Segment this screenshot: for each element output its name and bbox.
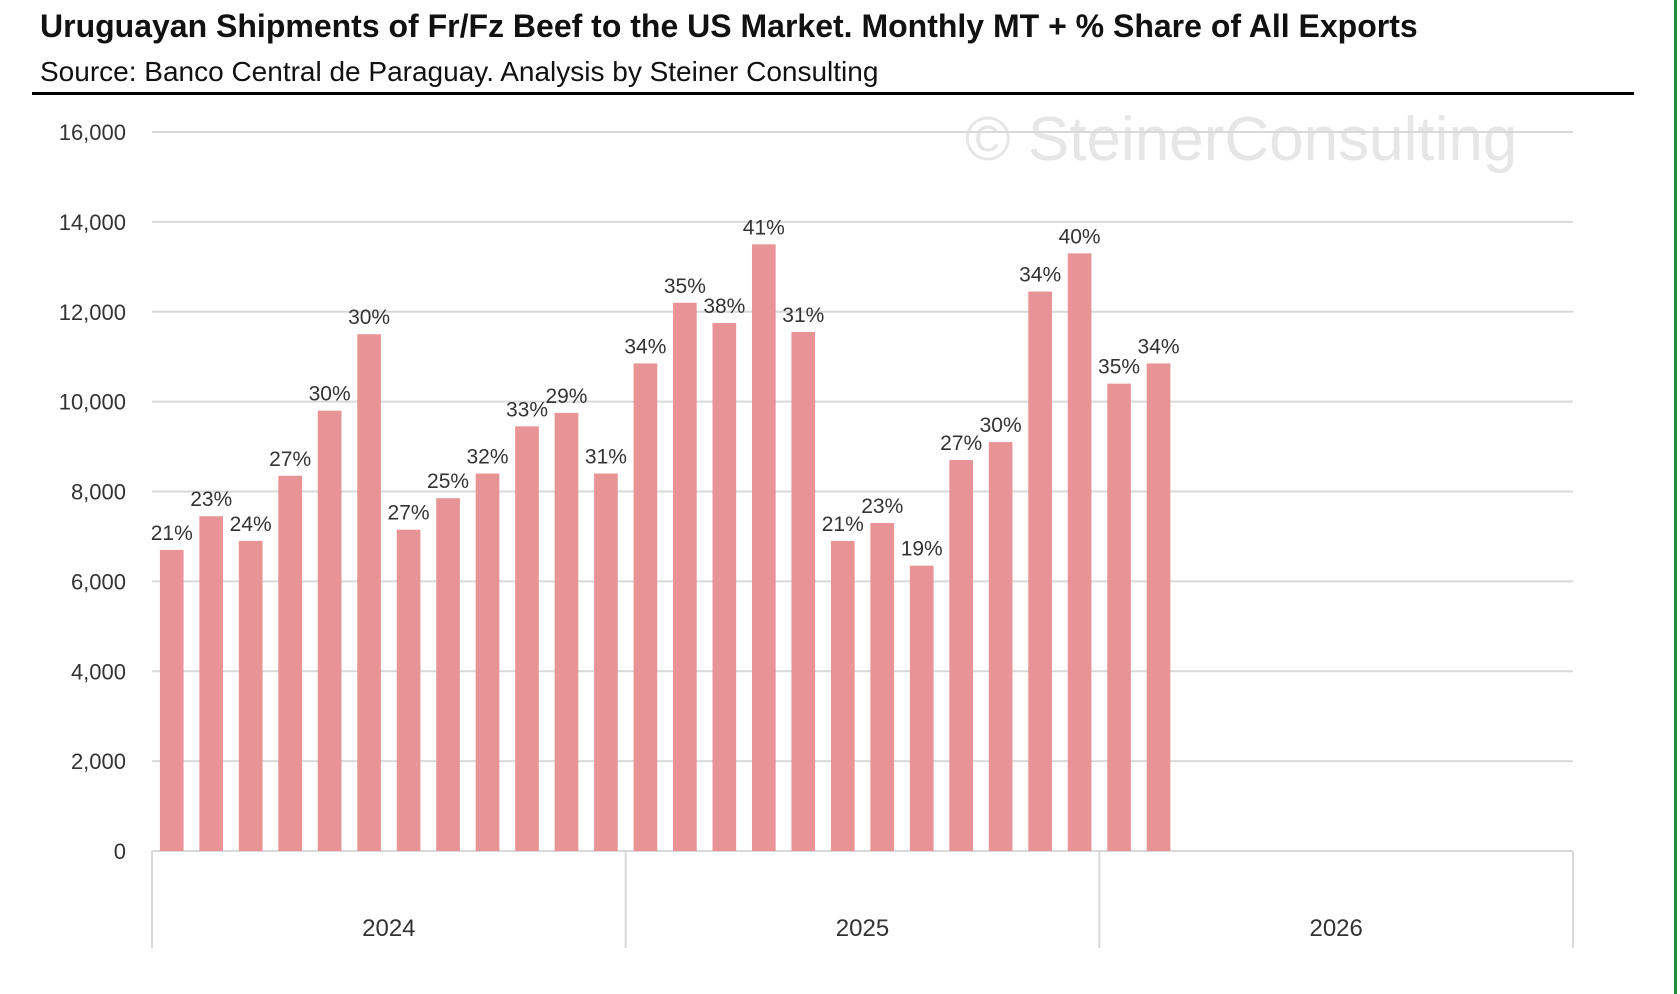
bar <box>515 426 539 851</box>
chart-subtitle: Source: Banco Central de Paraguay. Analy… <box>40 56 879 87</box>
y-tick-label: 16,000 <box>59 120 126 145</box>
y-tick-label: 8,000 <box>71 480 126 505</box>
bar <box>1028 291 1052 851</box>
bar <box>554 412 579 851</box>
bar-data-label: 32% <box>466 446 508 469</box>
y-tick-label: 14,000 <box>59 210 126 235</box>
bar <box>199 516 224 851</box>
bar-data-label: 41% <box>743 216 785 239</box>
bar-data-label: 40% <box>1059 225 1101 248</box>
y-tick-label: 4,000 <box>71 659 126 684</box>
bar-data-label: 34% <box>624 335 666 358</box>
bar <box>475 473 500 851</box>
x-group-label: 2025 <box>836 915 889 942</box>
bar <box>238 540 263 851</box>
bar <box>751 244 776 851</box>
bar-data-label: 35% <box>1098 356 1140 379</box>
y-tick-label: 0 <box>114 839 126 864</box>
bar <box>278 475 302 851</box>
y-tick-label: 6,000 <box>71 569 126 594</box>
bar-data-label: 34% <box>1138 335 1180 358</box>
bar <box>712 322 737 851</box>
bar <box>949 460 974 851</box>
bar-data-label: 38% <box>703 295 745 318</box>
bar <box>909 565 934 851</box>
bar <box>988 442 1013 851</box>
bar <box>633 363 658 851</box>
bar-data-label: 23% <box>861 495 903 518</box>
bar-data-label: 31% <box>782 304 824 327</box>
x-group-label: 2026 <box>1309 915 1362 942</box>
bar <box>1107 383 1131 851</box>
bar-data-label: 24% <box>230 513 272 536</box>
x-group-label: 2024 <box>362 915 415 942</box>
bar-data-label: 19% <box>901 538 943 561</box>
y-tick-label: 2,000 <box>71 749 126 774</box>
bar <box>159 549 184 851</box>
bar <box>594 473 618 851</box>
bar-data-label: 21% <box>822 513 864 536</box>
bar-data-label: 30% <box>309 383 351 406</box>
bar-data-label: 33% <box>506 398 548 421</box>
title-divider <box>32 92 1634 95</box>
y-tick-label: 10,000 <box>59 390 126 415</box>
bar-data-label: 27% <box>940 432 982 455</box>
watermark: © SteinerConsulting <box>965 105 1518 174</box>
bar <box>1067 253 1092 852</box>
bar <box>317 410 342 851</box>
bar-data-label: 27% <box>388 502 430 525</box>
bar-data-label: 25% <box>427 470 469 493</box>
bar <box>396 529 421 851</box>
bar <box>436 498 460 851</box>
bar <box>791 331 816 851</box>
bar-data-label: 21% <box>151 522 193 545</box>
bar-data-label: 30% <box>980 414 1022 437</box>
bar-data-label: 31% <box>585 446 627 469</box>
frame-border <box>1674 0 1677 994</box>
chart-title: Uruguayan Shipments of Fr/Fz Beef to the… <box>40 8 1418 44</box>
bar <box>673 302 697 851</box>
bar <box>870 522 895 851</box>
bar-data-label: 30% <box>348 306 390 329</box>
y-tick-label: 12,000 <box>59 300 126 325</box>
bar-data-label: 23% <box>190 488 232 511</box>
bar-data-label: 29% <box>545 385 587 408</box>
bar-data-label: 27% <box>269 448 311 471</box>
bar <box>357 334 381 851</box>
bar-data-label: 35% <box>664 275 706 298</box>
bar-data-label: 34% <box>1019 264 1061 287</box>
bar <box>1146 363 1171 851</box>
bar <box>830 540 855 851</box>
